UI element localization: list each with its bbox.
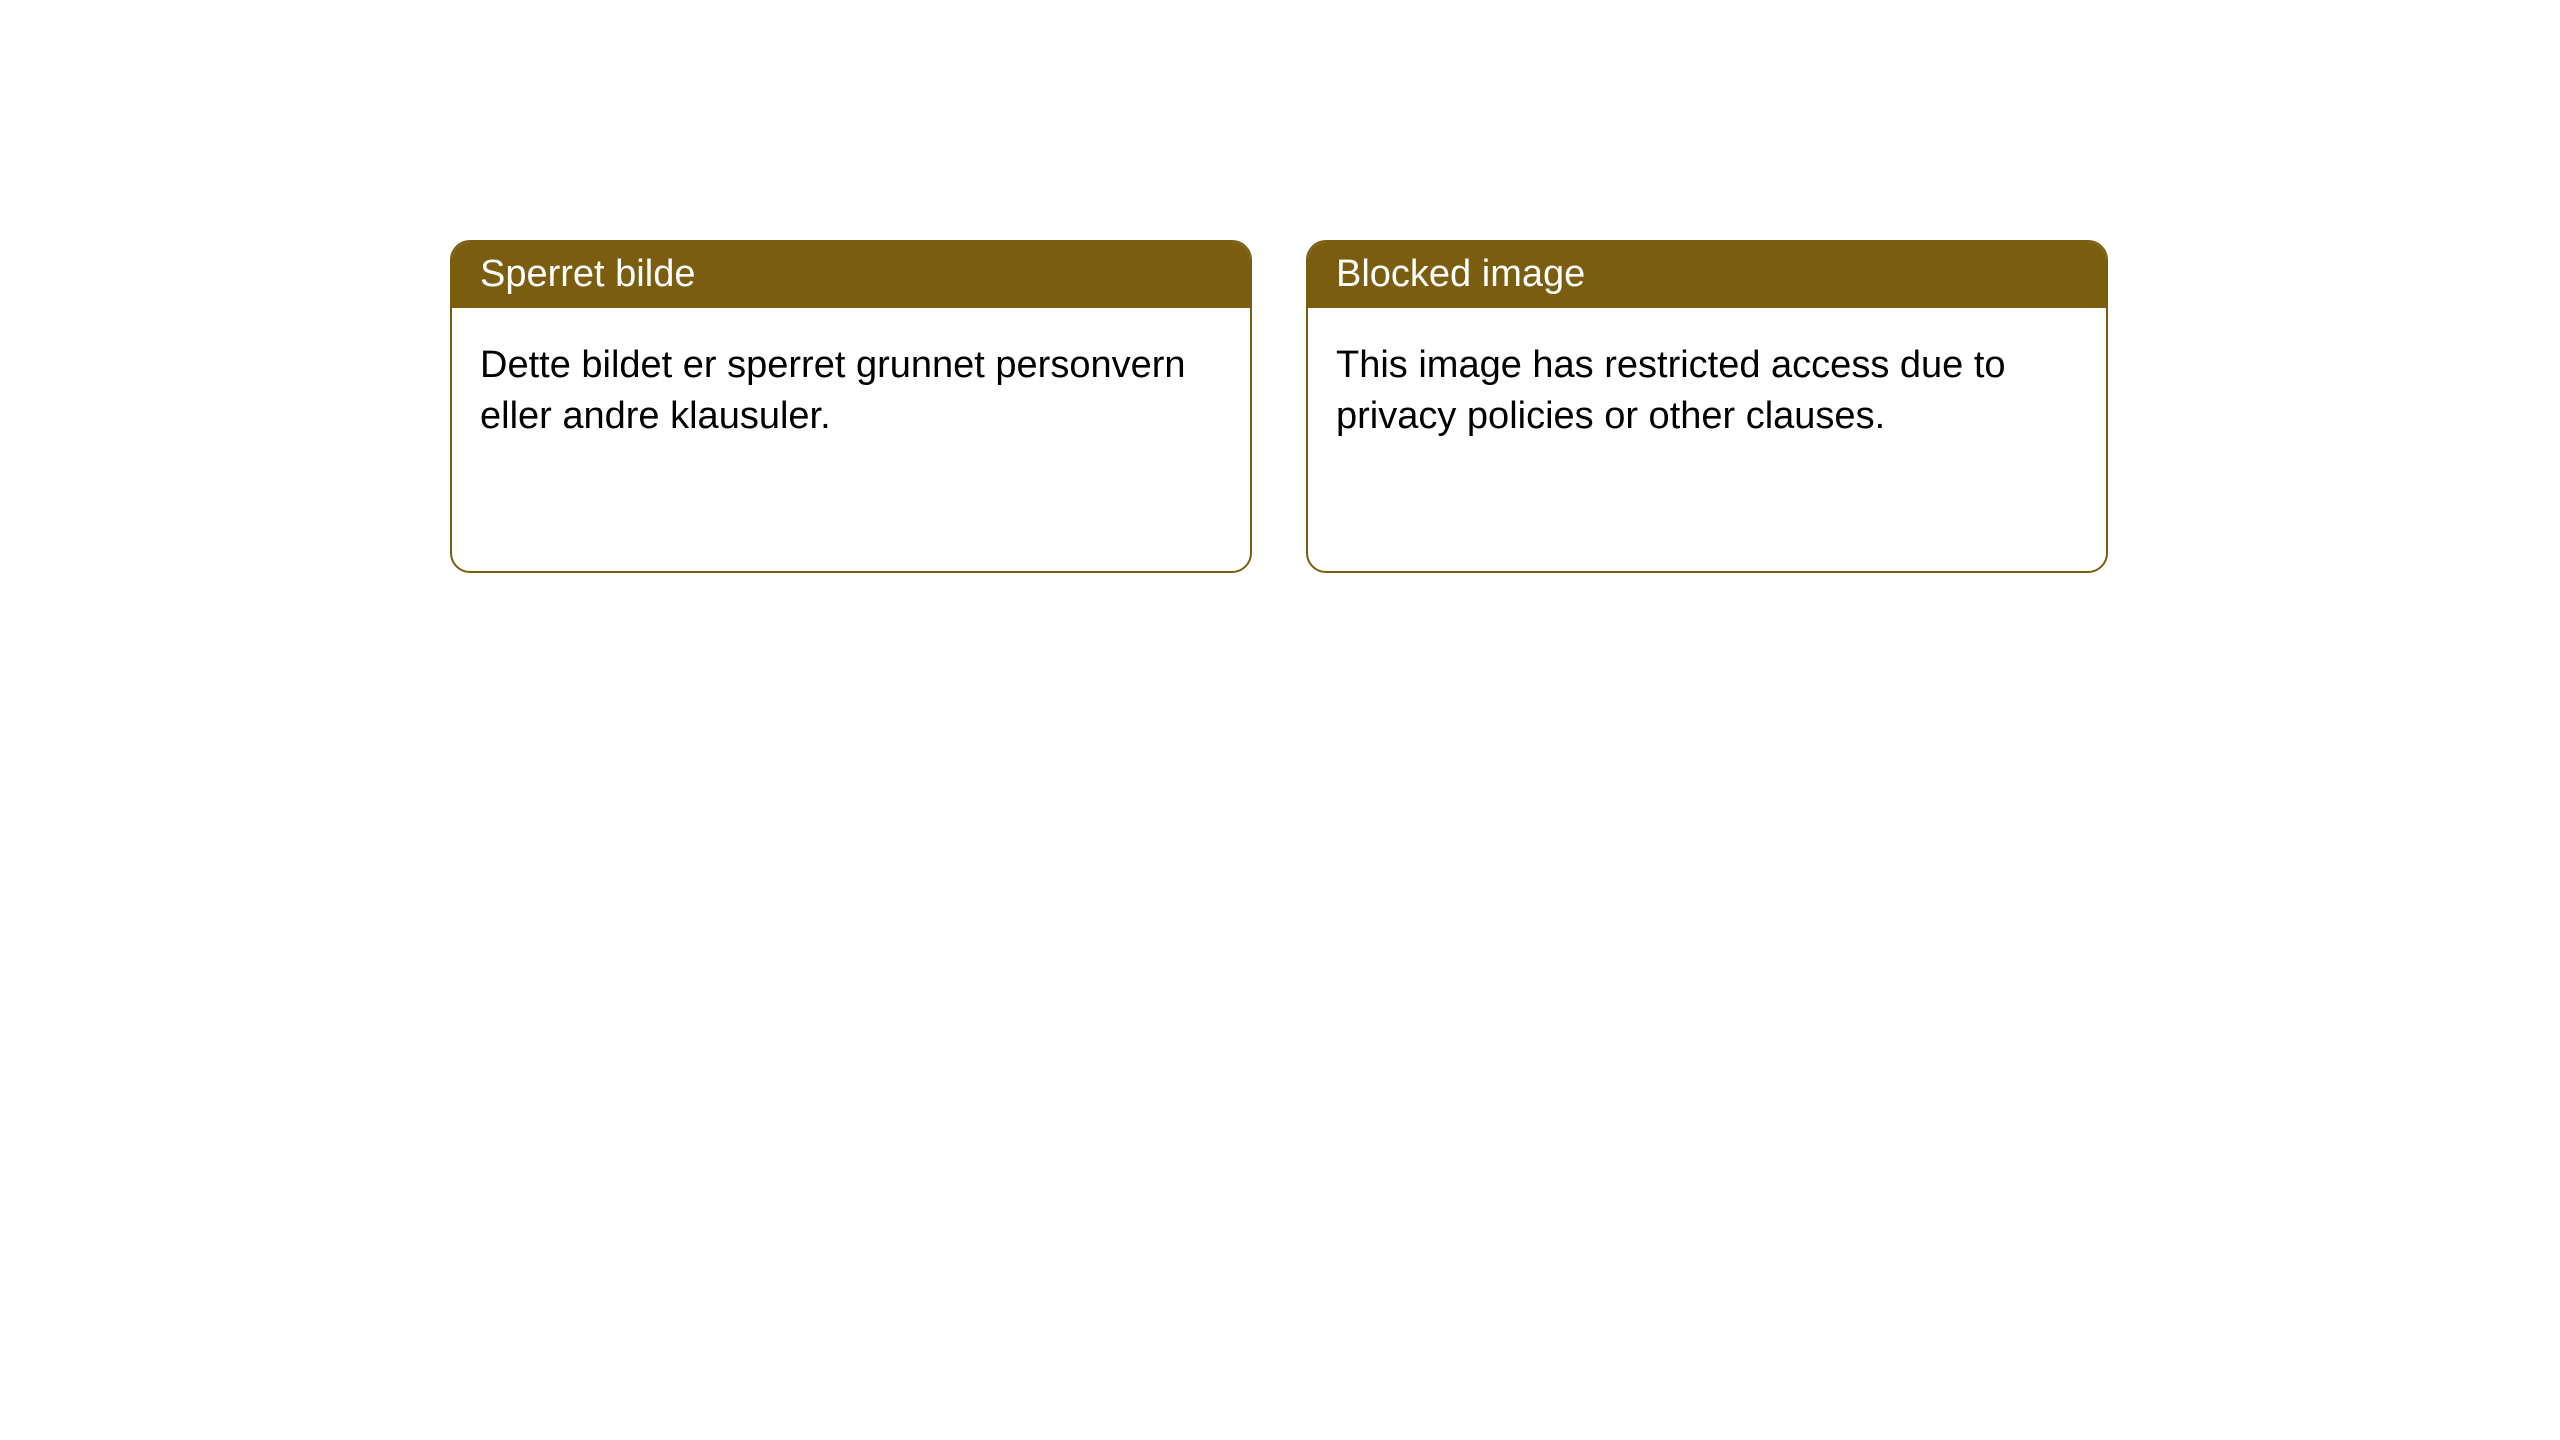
blocked-image-card-en: Blocked image This image has restricted …	[1306, 240, 2108, 573]
card-header: Blocked image	[1308, 242, 2106, 308]
card-body-text: This image has restricted access due to …	[1336, 344, 2006, 437]
card-header: Sperret bilde	[452, 242, 1250, 308]
blocked-image-card-no: Sperret bilde Dette bildet er sperret gr…	[450, 240, 1252, 573]
card-title: Blocked image	[1336, 253, 1585, 295]
card-body: This image has restricted access due to …	[1308, 308, 2106, 475]
card-title: Sperret bilde	[480, 253, 695, 295]
cards-container: Sperret bilde Dette bildet er sperret gr…	[0, 0, 2560, 573]
card-body: Dette bildet er sperret grunnet personve…	[452, 308, 1250, 475]
card-body-text: Dette bildet er sperret grunnet personve…	[480, 344, 1186, 437]
